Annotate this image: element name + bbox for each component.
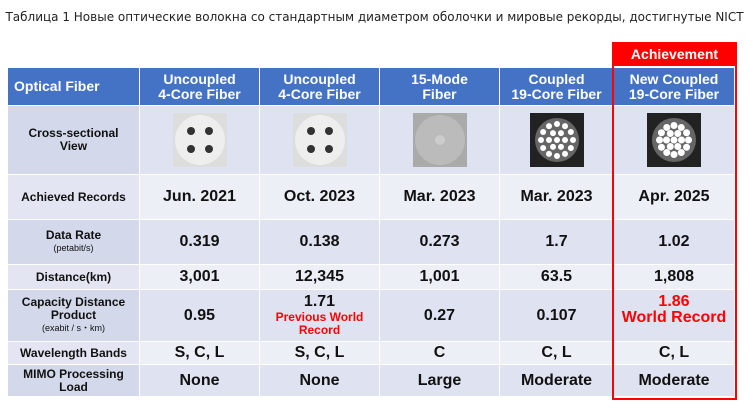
cell-value: 1.86 <box>658 293 690 310</box>
cell: C <box>380 342 500 365</box>
row-label: Achieved Records <box>8 175 140 220</box>
row-label: Wavelength Bands <box>8 342 140 365</box>
cell: Moderate <box>500 365 614 397</box>
fiber-image <box>647 113 701 167</box>
cell: Mar. 2023 <box>380 175 500 220</box>
cell: 1.7 <box>500 220 614 265</box>
cell: 1.86 World Record <box>614 290 735 342</box>
cell: Oct. 2023 <box>260 175 380 220</box>
row-label: Data Rate (petabit/s) <box>8 220 140 265</box>
title: Таблица 1 Новые оптические волокна со ст… <box>5 10 744 24</box>
row-label: Cross-sectional View <box>8 106 140 175</box>
cell: 1,808 <box>614 265 735 290</box>
highlight-box <box>612 42 737 400</box>
cell: 12,345 <box>260 265 380 290</box>
cell: None <box>140 365 260 397</box>
cell: 3,001 <box>140 265 260 290</box>
cell <box>614 106 735 175</box>
column-header: New Coupled 19-Core Fiber <box>614 68 735 106</box>
fiber-image <box>529 113 584 167</box>
cell: Moderate <box>614 365 735 397</box>
column-header: Optical Fiber <box>8 68 140 106</box>
cell: 1.71 Previous World Record <box>260 290 380 342</box>
cell: 0.319 <box>140 220 260 265</box>
cell-note: World Record <box>621 309 727 326</box>
column-header: Uncoupled 4-Core Fiber <box>140 68 260 106</box>
cell <box>260 106 380 175</box>
cell: C, L <box>614 342 735 365</box>
cell: 63.5 <box>500 265 614 290</box>
cell: 1,001 <box>380 265 500 290</box>
fiber-image <box>292 113 347 167</box>
cell: S, C, L <box>260 342 380 365</box>
fiber-image <box>172 113 227 167</box>
annotation: Achievement <box>612 42 737 66</box>
cell: Apr. 2025 <box>614 175 735 220</box>
cell: 0.95 <box>140 290 260 342</box>
cell: 0.273 <box>380 220 500 265</box>
cell: Large <box>380 365 500 397</box>
row-unit: (exabit / s・km) <box>41 323 105 333</box>
cell-value: 1.71 <box>303 293 336 310</box>
cell-note: Previous World Record <box>275 310 364 337</box>
cell: 0.138 <box>260 220 380 265</box>
column-header: Coupled 19-Core Fiber <box>500 68 614 106</box>
cell <box>140 106 260 175</box>
cell: C, L <box>500 342 614 365</box>
cell: 1.02 <box>614 220 735 265</box>
cell: S, C, L <box>140 342 260 365</box>
cell: Jun. 2021 <box>140 175 260 220</box>
cell: Mar. 2023 <box>500 175 614 220</box>
row-label: Capacity Distance Product (exabit / s・km) <box>8 290 140 342</box>
cell: None <box>260 365 380 397</box>
row-unit: (petabit/s) <box>53 243 94 253</box>
fiber-image <box>412 113 467 167</box>
column-header: 15-Mode Fiber <box>380 68 500 106</box>
cell: 0.27 <box>380 290 500 342</box>
cell <box>380 106 500 175</box>
row-label: MIMO Processing Load <box>8 365 140 397</box>
cell: 0.107 <box>500 290 614 342</box>
cell <box>500 106 614 175</box>
row-label: Distance(km) <box>8 265 140 290</box>
column-header: Uncoupled 4-Core Fiber <box>260 68 380 106</box>
